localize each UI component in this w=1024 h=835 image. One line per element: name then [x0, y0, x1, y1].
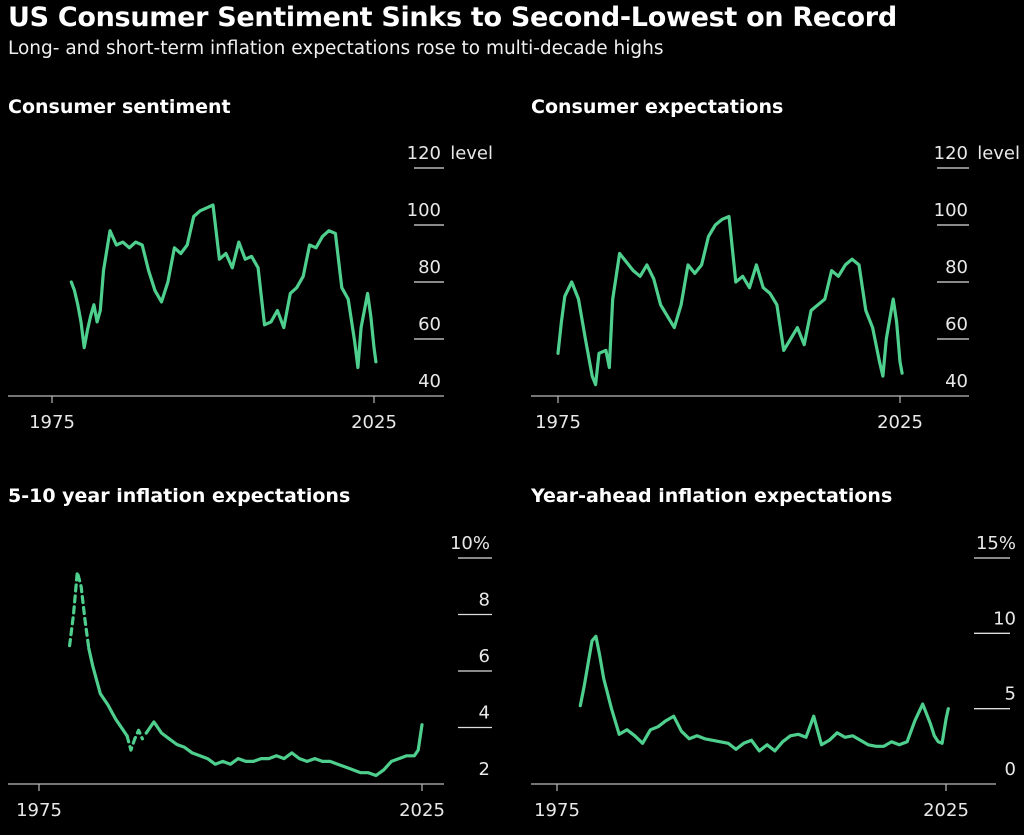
- panel-title-consumer-expectations: Consumer expectations: [531, 96, 784, 118]
- y-tick-label: 10: [993, 608, 1016, 629]
- series-line: [556, 214, 904, 387]
- x-tick-label: 1975: [534, 800, 580, 821]
- y-tick-label: 0: [1005, 759, 1016, 780]
- y-tick-label: 80: [418, 257, 441, 278]
- page-title: US Consumer Sentiment Sinks to Second-Lo…: [8, 2, 897, 33]
- y-unit-label: level: [977, 143, 1020, 164]
- y-tick-label: 80: [945, 257, 968, 278]
- series-line: [578, 634, 950, 753]
- series-line-dashed: [67, 570, 91, 651]
- page-subtitle: Long- and short-term inflation expectati…: [8, 38, 664, 59]
- y-tick-label: 5: [1005, 684, 1016, 705]
- y-tick-label: 8: [479, 590, 490, 611]
- y-tick-label: 6: [479, 646, 490, 667]
- x-tick-label: 2025: [399, 800, 445, 821]
- y-tick-label: 120: [407, 143, 441, 164]
- y-tick-label: 15%: [976, 533, 1016, 554]
- x-tick-label: 1975: [29, 412, 75, 433]
- y-tick-label: 60: [418, 314, 441, 335]
- y-tick-label: 40: [418, 371, 441, 392]
- y-tick-label: 120: [934, 143, 968, 164]
- y-tick-label: 100: [934, 200, 968, 221]
- series-line: [69, 203, 378, 370]
- y-tick-label: 40: [945, 371, 968, 392]
- x-tick-label: 1975: [16, 800, 62, 821]
- y-tick-label: 2: [479, 759, 490, 780]
- x-tick-label: 1975: [535, 412, 581, 433]
- y-tick-label: 100: [407, 200, 441, 221]
- x-tick-label: 2025: [877, 412, 923, 433]
- y-tick-label: 60: [945, 314, 968, 335]
- series-line: [144, 720, 424, 778]
- x-tick-label: 2025: [923, 800, 969, 821]
- panel-title-year-ahead-inflation: Year-ahead inflation expectations: [531, 485, 893, 507]
- y-unit-label: level: [450, 143, 493, 164]
- x-tick-label: 2025: [351, 412, 397, 433]
- panel-title-5-10-year-inflation: 5-10 year inflation expectations: [8, 485, 351, 507]
- y-tick-label: 10%: [450, 533, 490, 554]
- series-line: [87, 646, 129, 738]
- y-tick-label: 4: [479, 703, 490, 724]
- panel-title-consumer-sentiment: Consumer sentiment: [8, 96, 231, 118]
- series-line-dashed: [125, 728, 144, 752]
